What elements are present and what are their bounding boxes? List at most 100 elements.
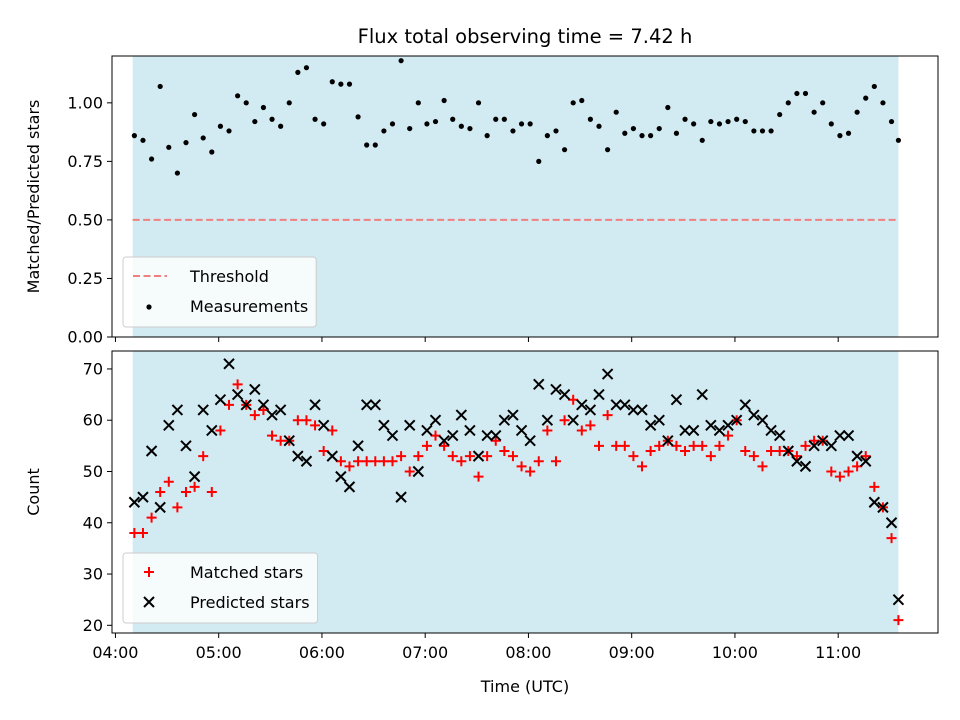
matched-star-point <box>447 451 458 462</box>
matched-star-point <box>834 471 845 482</box>
measurement-point <box>432 118 439 125</box>
measurement-point <box>312 116 318 122</box>
matched-star-point <box>568 394 579 405</box>
x-tick-label: 11:00 <box>815 643 861 662</box>
measurement-point <box>888 118 895 125</box>
matched-star-point <box>628 451 639 462</box>
predicted-star-point <box>154 501 166 514</box>
measurement-point <box>372 142 378 148</box>
predicted-star-point <box>662 435 674 447</box>
y-tick-label: 70 <box>83 359 103 378</box>
predicted-star-point <box>214 394 227 406</box>
predicted-star-point <box>292 450 304 462</box>
measurement-point <box>329 79 335 85</box>
predicted-star-point <box>490 429 502 442</box>
matched-star-point <box>688 440 699 451</box>
measurement-point <box>450 116 456 122</box>
measurement-point <box>587 116 593 122</box>
measurement-point <box>570 100 576 106</box>
matched-star-point <box>611 440 622 451</box>
measurement-point <box>553 128 559 134</box>
matched-star-point <box>482 451 493 462</box>
measurement-point <box>415 100 421 106</box>
measurement-point <box>346 81 353 87</box>
matched-star-point <box>163 476 174 487</box>
measurement-point <box>708 118 714 125</box>
y-tick-label: 60 <box>83 411 103 430</box>
measurement-point <box>820 100 826 106</box>
predicted-star-point <box>825 440 838 452</box>
predicted-star-point <box>541 414 554 426</box>
predicted-star-point <box>687 424 700 437</box>
matched-star-point <box>585 420 596 431</box>
predicted-star-point <box>472 450 485 462</box>
predicted-star-point <box>274 404 287 416</box>
predicted-star-point <box>636 404 648 416</box>
predicted-star-point <box>860 455 872 467</box>
matched-star-point <box>757 461 768 472</box>
matched-star-point <box>215 425 226 436</box>
measurement-point <box>286 100 292 106</box>
predicted-star-point <box>206 424 218 437</box>
measurement-point <box>751 128 757 134</box>
predicted-star-point <box>627 404 640 416</box>
matched-star-point <box>189 481 200 492</box>
predicted-star-point <box>610 399 622 411</box>
axes-frame <box>111 55 939 338</box>
measurement-point <box>209 149 215 155</box>
matched-star-point <box>723 430 734 441</box>
measurement-point <box>536 158 542 164</box>
predicted-star-point <box>524 435 536 447</box>
predicted-star-point <box>868 496 881 508</box>
measurement-point <box>613 109 619 115</box>
x-tick-label: 04:00 <box>92 643 138 662</box>
predicted-star-point <box>378 419 390 432</box>
predicted-star-point <box>223 358 235 370</box>
predicted-star-point <box>352 440 364 452</box>
matched-star-point <box>576 425 587 436</box>
predicted-star-point <box>343 481 356 493</box>
matched-star-point <box>275 435 286 446</box>
predicted-star-point <box>231 388 244 401</box>
measurement-point <box>148 156 155 162</box>
top-panel: 0.00 0.25 0.50 0.75 1.00 Matched/Predicted st… <box>24 55 939 347</box>
measurement-point <box>200 135 206 141</box>
predicted-star-point <box>137 491 149 503</box>
bottom-panel: 20 30 40 50 60 70 04:00 05:00 06:00 07:00 08:00 09:… <box>24 350 939 696</box>
measurement-point <box>682 116 688 122</box>
matched-star-point <box>301 415 312 426</box>
predicted-star-point <box>507 409 519 421</box>
predicted-star-point <box>412 465 425 478</box>
matched-star-point <box>353 456 364 467</box>
predicted-star-point <box>266 409 278 421</box>
matched-star-point <box>507 451 518 462</box>
measurement-point <box>544 133 550 139</box>
matched-star-point <box>774 445 785 456</box>
measurement-point <box>518 121 525 127</box>
measurement-point <box>527 121 533 127</box>
predicted-star-point <box>369 399 381 411</box>
matched-star-point <box>318 445 329 456</box>
predicted-star-point <box>584 404 597 416</box>
matched-star-point <box>671 440 682 451</box>
legend-measurement-swatch <box>146 304 152 310</box>
predicted-star-point <box>395 491 407 503</box>
measurement-point <box>338 81 344 87</box>
matched-star-point <box>637 461 648 472</box>
predicted-star-point <box>576 399 588 411</box>
matched-star-point <box>559 415 570 426</box>
measurement-point <box>381 128 387 134</box>
matched-star-point <box>809 435 820 446</box>
measurement-point <box>269 116 275 122</box>
matched-star-point <box>387 456 398 467</box>
matched-star-point <box>516 461 527 472</box>
measurement-point <box>157 83 163 90</box>
measurement-point <box>605 147 611 153</box>
matched-star-point <box>137 528 148 539</box>
predicted-star-point <box>421 424 433 437</box>
measurement-point <box>260 104 267 111</box>
measurement-point <box>389 121 396 127</box>
matched-star-point <box>791 451 802 462</box>
predicted-star-point <box>593 388 605 401</box>
x-tick-label: 09:00 <box>609 643 655 662</box>
